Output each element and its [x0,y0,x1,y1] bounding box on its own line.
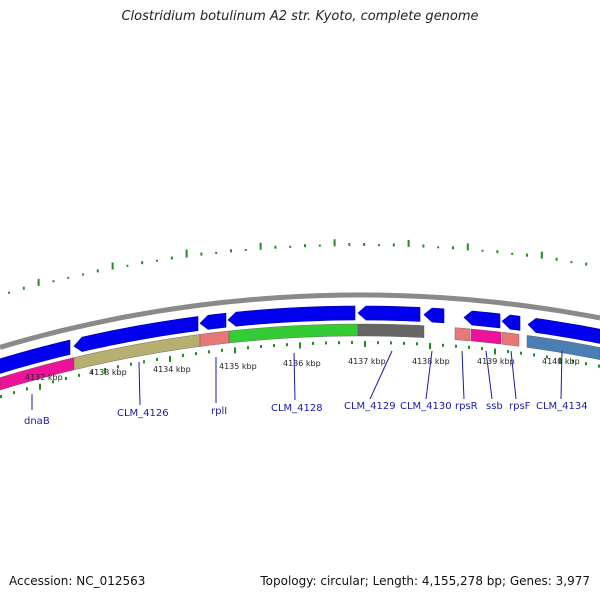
leader-line [485,350,493,400]
leader-line [138,361,141,406]
gene-label-clm-4128: CLM_4128 [271,403,323,414]
gene-label-clm-4126: CLM_4126 [117,408,169,419]
cds-arrow [463,310,501,329]
gene-label-rpsr: rpsR [455,401,478,412]
kbp-label: 4134 kbp [153,365,191,374]
feature-rpsr [454,327,471,342]
leader-line [510,350,517,400]
leader-line [369,350,393,400]
backbone-arc [0,292,600,350]
gene-label-clm-4129: CLM_4129 [344,401,396,412]
kbp-label: 4135 kbp [219,362,257,371]
cds-arrow [357,305,421,322]
gene-label-dnab: dnaB [24,416,50,427]
gene-label-clm-4130: CLM_4130 [400,401,452,412]
feature-rpli [199,330,230,347]
gene-label-clm-4134: CLM_4134 [536,401,588,412]
cds-arrow [199,312,227,330]
gene-label-rpli: rplI [211,406,227,417]
feature-clm-4134 [526,335,600,360]
kbp-label: 4139 kbp [477,357,515,366]
kbp-label: 4136 kbp [283,359,321,368]
cds-arrow [0,339,71,374]
backbone-line [0,292,600,350]
kbp-label: 4133 kbp [89,368,127,377]
feature-track [0,323,600,391]
accession-text: Accession: NC_012563 [9,574,146,588]
gc-content-track [8,239,588,294]
leader-line [560,350,563,400]
cds-arrow [227,305,356,327]
leader-line [425,350,433,400]
gene-label-track: dnaB CLM_4126 rplI CLM_4128 CLM_4129 CLM… [24,401,588,427]
genome-summary-text: Topology: circular; Length: 4,155,278 bp… [260,574,590,588]
gene-label-ssb: ssb [486,401,503,412]
feature-rpsf [501,331,520,347]
leader-line [461,350,465,400]
cds-arrow [423,307,445,324]
cds-arrow [501,314,521,331]
kbp-label: 4132 kbp [25,373,63,382]
kbp-label: 4137 kbp [348,357,386,366]
label-leaders [31,350,563,410]
leader-line [293,352,296,401]
kbp-tick-track [0,341,600,399]
cds-arrow [73,316,199,352]
feature-clm-4128 [228,323,359,344]
cds-track [0,305,600,374]
kbp-label: 4140 kbp [542,357,580,366]
genome-title: Clostridium botulinum A2 str. Kyoto, com… [121,9,479,24]
feature-clm-4129 [357,323,425,338]
cds-arrow [527,318,600,344]
feature-ssb [470,328,502,345]
gene-label-rpsf: rpsF [509,401,531,412]
